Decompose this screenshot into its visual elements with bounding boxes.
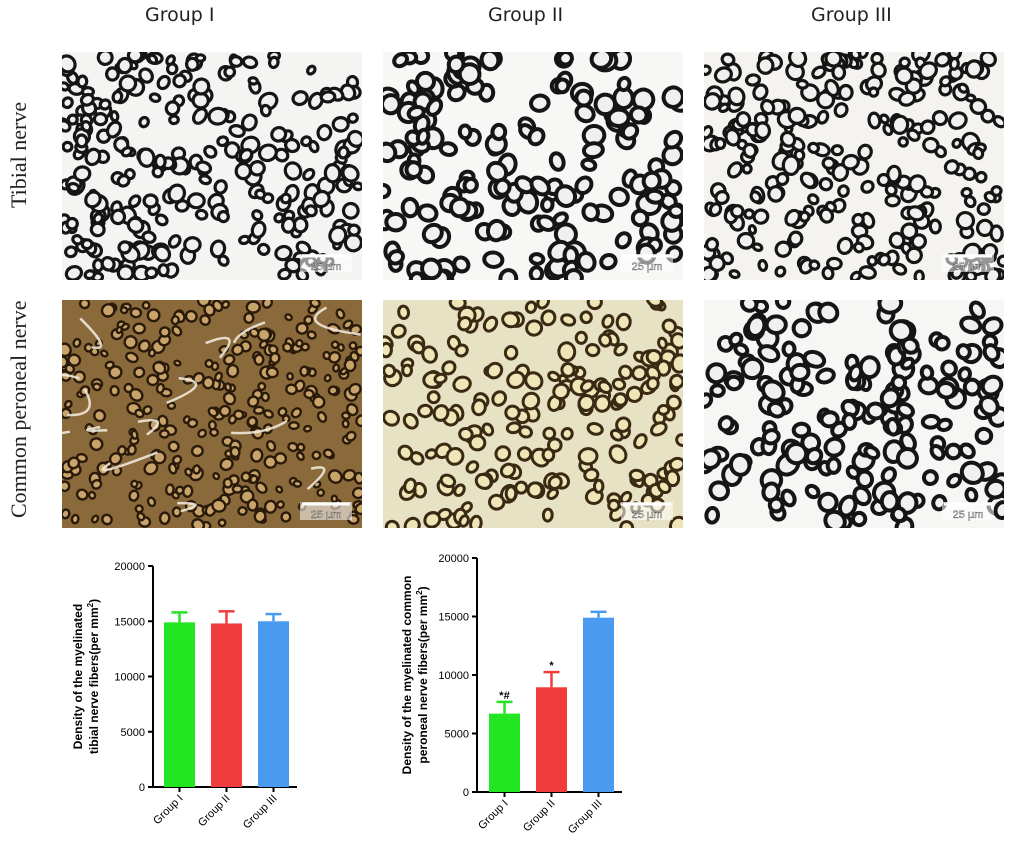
bar-2 [536, 687, 567, 792]
scale-bar: 25 µm [942, 502, 994, 521]
column-title-group-3: Group III [811, 4, 892, 26]
scale-bar-label: 25 µm [311, 509, 342, 521]
scale-bar: 25 µm [621, 254, 673, 273]
row-label-tibial-nerve: Tibial nerve [6, 101, 31, 208]
column-title-group-1: Group I [145, 4, 215, 26]
x-tick-label: Group I [476, 798, 510, 832]
micrograph-peroneal-group-1: 25 µm [62, 300, 362, 528]
y-tick-label: 15000 [438, 612, 469, 624]
x-tick-label: Group I [151, 793, 185, 827]
bar-3 [583, 617, 614, 792]
bar-2 [211, 623, 242, 787]
y-axis-label: Density of the myelinated common peroneal… [400, 576, 430, 775]
y-tick-label: 5000 [121, 727, 145, 739]
significance-label: * [549, 660, 554, 672]
tibial-density-chart: 0 5000 10000 15000 20000 Group I Group II Group… [71, 561, 297, 832]
y-tick-label: 10000 [438, 670, 469, 682]
scale-bar: 25 µm [300, 502, 352, 521]
scale-bar-label: 25 µm [953, 509, 984, 521]
peroneal-density-chart: 0 5000 10000 15000 20000 *# Group I * Group II Gr… [400, 553, 622, 837]
y-tick-label: 20000 [438, 553, 469, 565]
bar-3 [258, 621, 289, 787]
y-tick-label: 10000 [114, 672, 145, 684]
scale-bar: 25 µm [300, 254, 352, 273]
bar-1 [489, 713, 520, 792]
x-tick-label: Group II [196, 793, 233, 830]
column-title-group-2: Group II [488, 4, 564, 26]
y-tick-label: 0 [463, 787, 469, 799]
scale-bar-label: 25 µm [632, 261, 663, 273]
micrograph-tibial-group-1: 25 µm [62, 52, 362, 280]
x-tick-label: Group II [521, 798, 558, 835]
scale-bar-label: 25 µm [311, 261, 342, 273]
row-label-common-peroneal-nerve: Common peroneal nerve [6, 300, 31, 519]
scale-bar-label: 25 µm [632, 509, 663, 521]
significance-label: *# [499, 690, 509, 702]
scale-bar: 25 µm [621, 502, 673, 521]
y-tick-label: 5000 [445, 729, 469, 741]
y-tick-label: 20000 [114, 561, 145, 573]
bar-1 [164, 622, 195, 787]
scale-bar-label: 25 µm [953, 261, 984, 273]
micrograph-peroneal-group-2: 25 µm [383, 300, 683, 528]
micrograph-peroneal-group-3: 25 µm [704, 300, 1004, 528]
y-axis-label: Density of the myelinated tibial nerve fi… [71, 599, 101, 754]
scale-bar: 25 µm [942, 254, 994, 273]
micrograph-tibial-group-2: 25 µm [383, 52, 683, 280]
x-tick-label: Group III [241, 793, 280, 832]
y-tick-label: 0 [139, 782, 145, 794]
micrograph-tibial-group-3: 25 µm [704, 52, 1004, 280]
y-tick-label: 15000 [114, 616, 145, 628]
x-tick-label: Group III [566, 798, 605, 837]
